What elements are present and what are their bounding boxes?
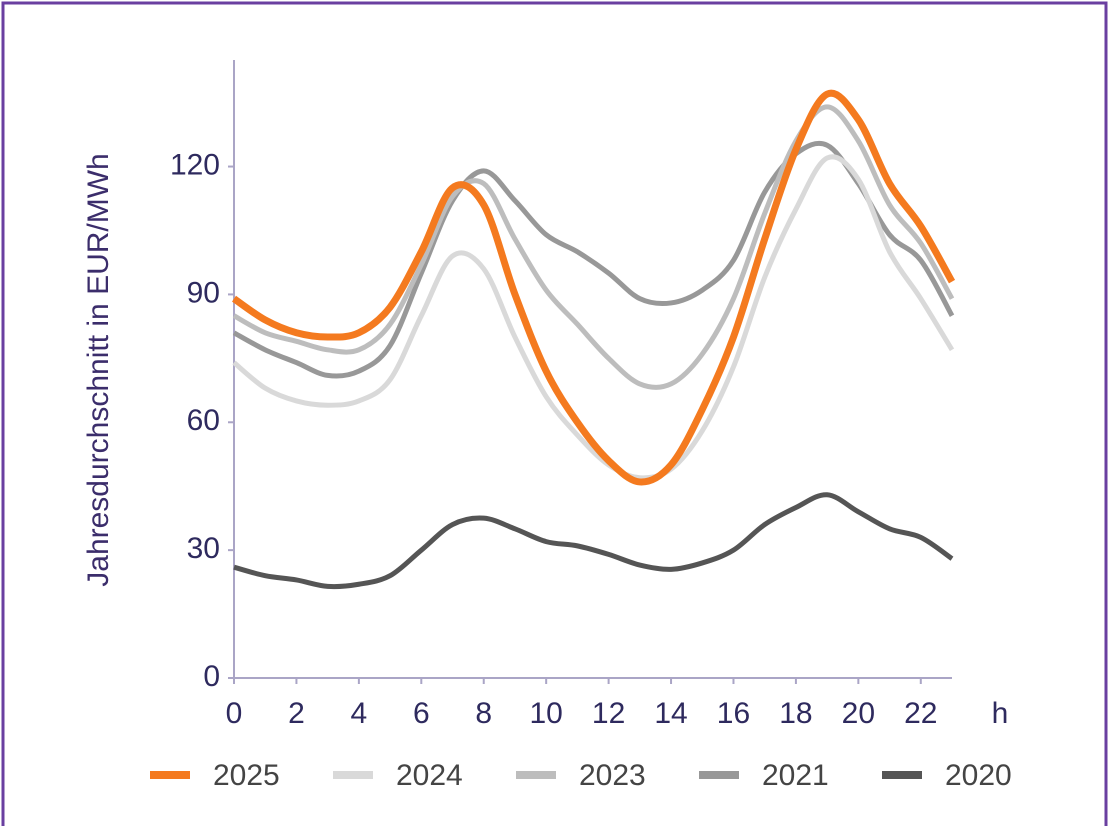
- legend-label: 2020: [945, 759, 1012, 792]
- y-tick-label: 30: [187, 532, 220, 565]
- x-tick-label: 12: [592, 697, 625, 730]
- x-tick-label: 4: [351, 697, 368, 730]
- legend-label: 2024: [396, 759, 463, 792]
- y-tick-label: 0: [203, 660, 220, 693]
- legend-label: 2025: [213, 759, 280, 792]
- x-axis-label: h: [992, 697, 1009, 730]
- x-tick-label: 10: [529, 697, 562, 730]
- x-tick-label: 14: [654, 697, 687, 730]
- line-series: [232, 154, 955, 481]
- y-tick-label: 120: [170, 148, 220, 181]
- line-series: [232, 104, 955, 390]
- x-tick-label: 20: [842, 697, 875, 730]
- legend-swatch: [516, 771, 556, 779]
- legend-swatch: [333, 771, 373, 779]
- x-tick-label: 18: [779, 697, 812, 730]
- legend-swatch: [699, 771, 739, 779]
- x-tick-label: 16: [717, 697, 750, 730]
- y-axis-label: Jahresdurchschnitt in EUR/MWh: [82, 153, 115, 586]
- legend-swatch: [150, 771, 190, 779]
- line-series: [232, 140, 955, 379]
- x-tick-label: 22: [904, 697, 937, 730]
- legend-swatch: [882, 771, 922, 779]
- line-series: [233, 492, 954, 590]
- legend-label: 2021: [762, 759, 829, 792]
- x-tick-label: 6: [413, 697, 430, 730]
- legend-label: 2023: [579, 759, 646, 792]
- y-tick-label: 90: [187, 276, 220, 309]
- x-tick-label: 2: [288, 697, 305, 730]
- line-series: [231, 89, 956, 486]
- y-tick-label: 60: [187, 404, 220, 437]
- x-tick-label: 0: [226, 697, 243, 730]
- x-tick-label: 8: [475, 697, 492, 730]
